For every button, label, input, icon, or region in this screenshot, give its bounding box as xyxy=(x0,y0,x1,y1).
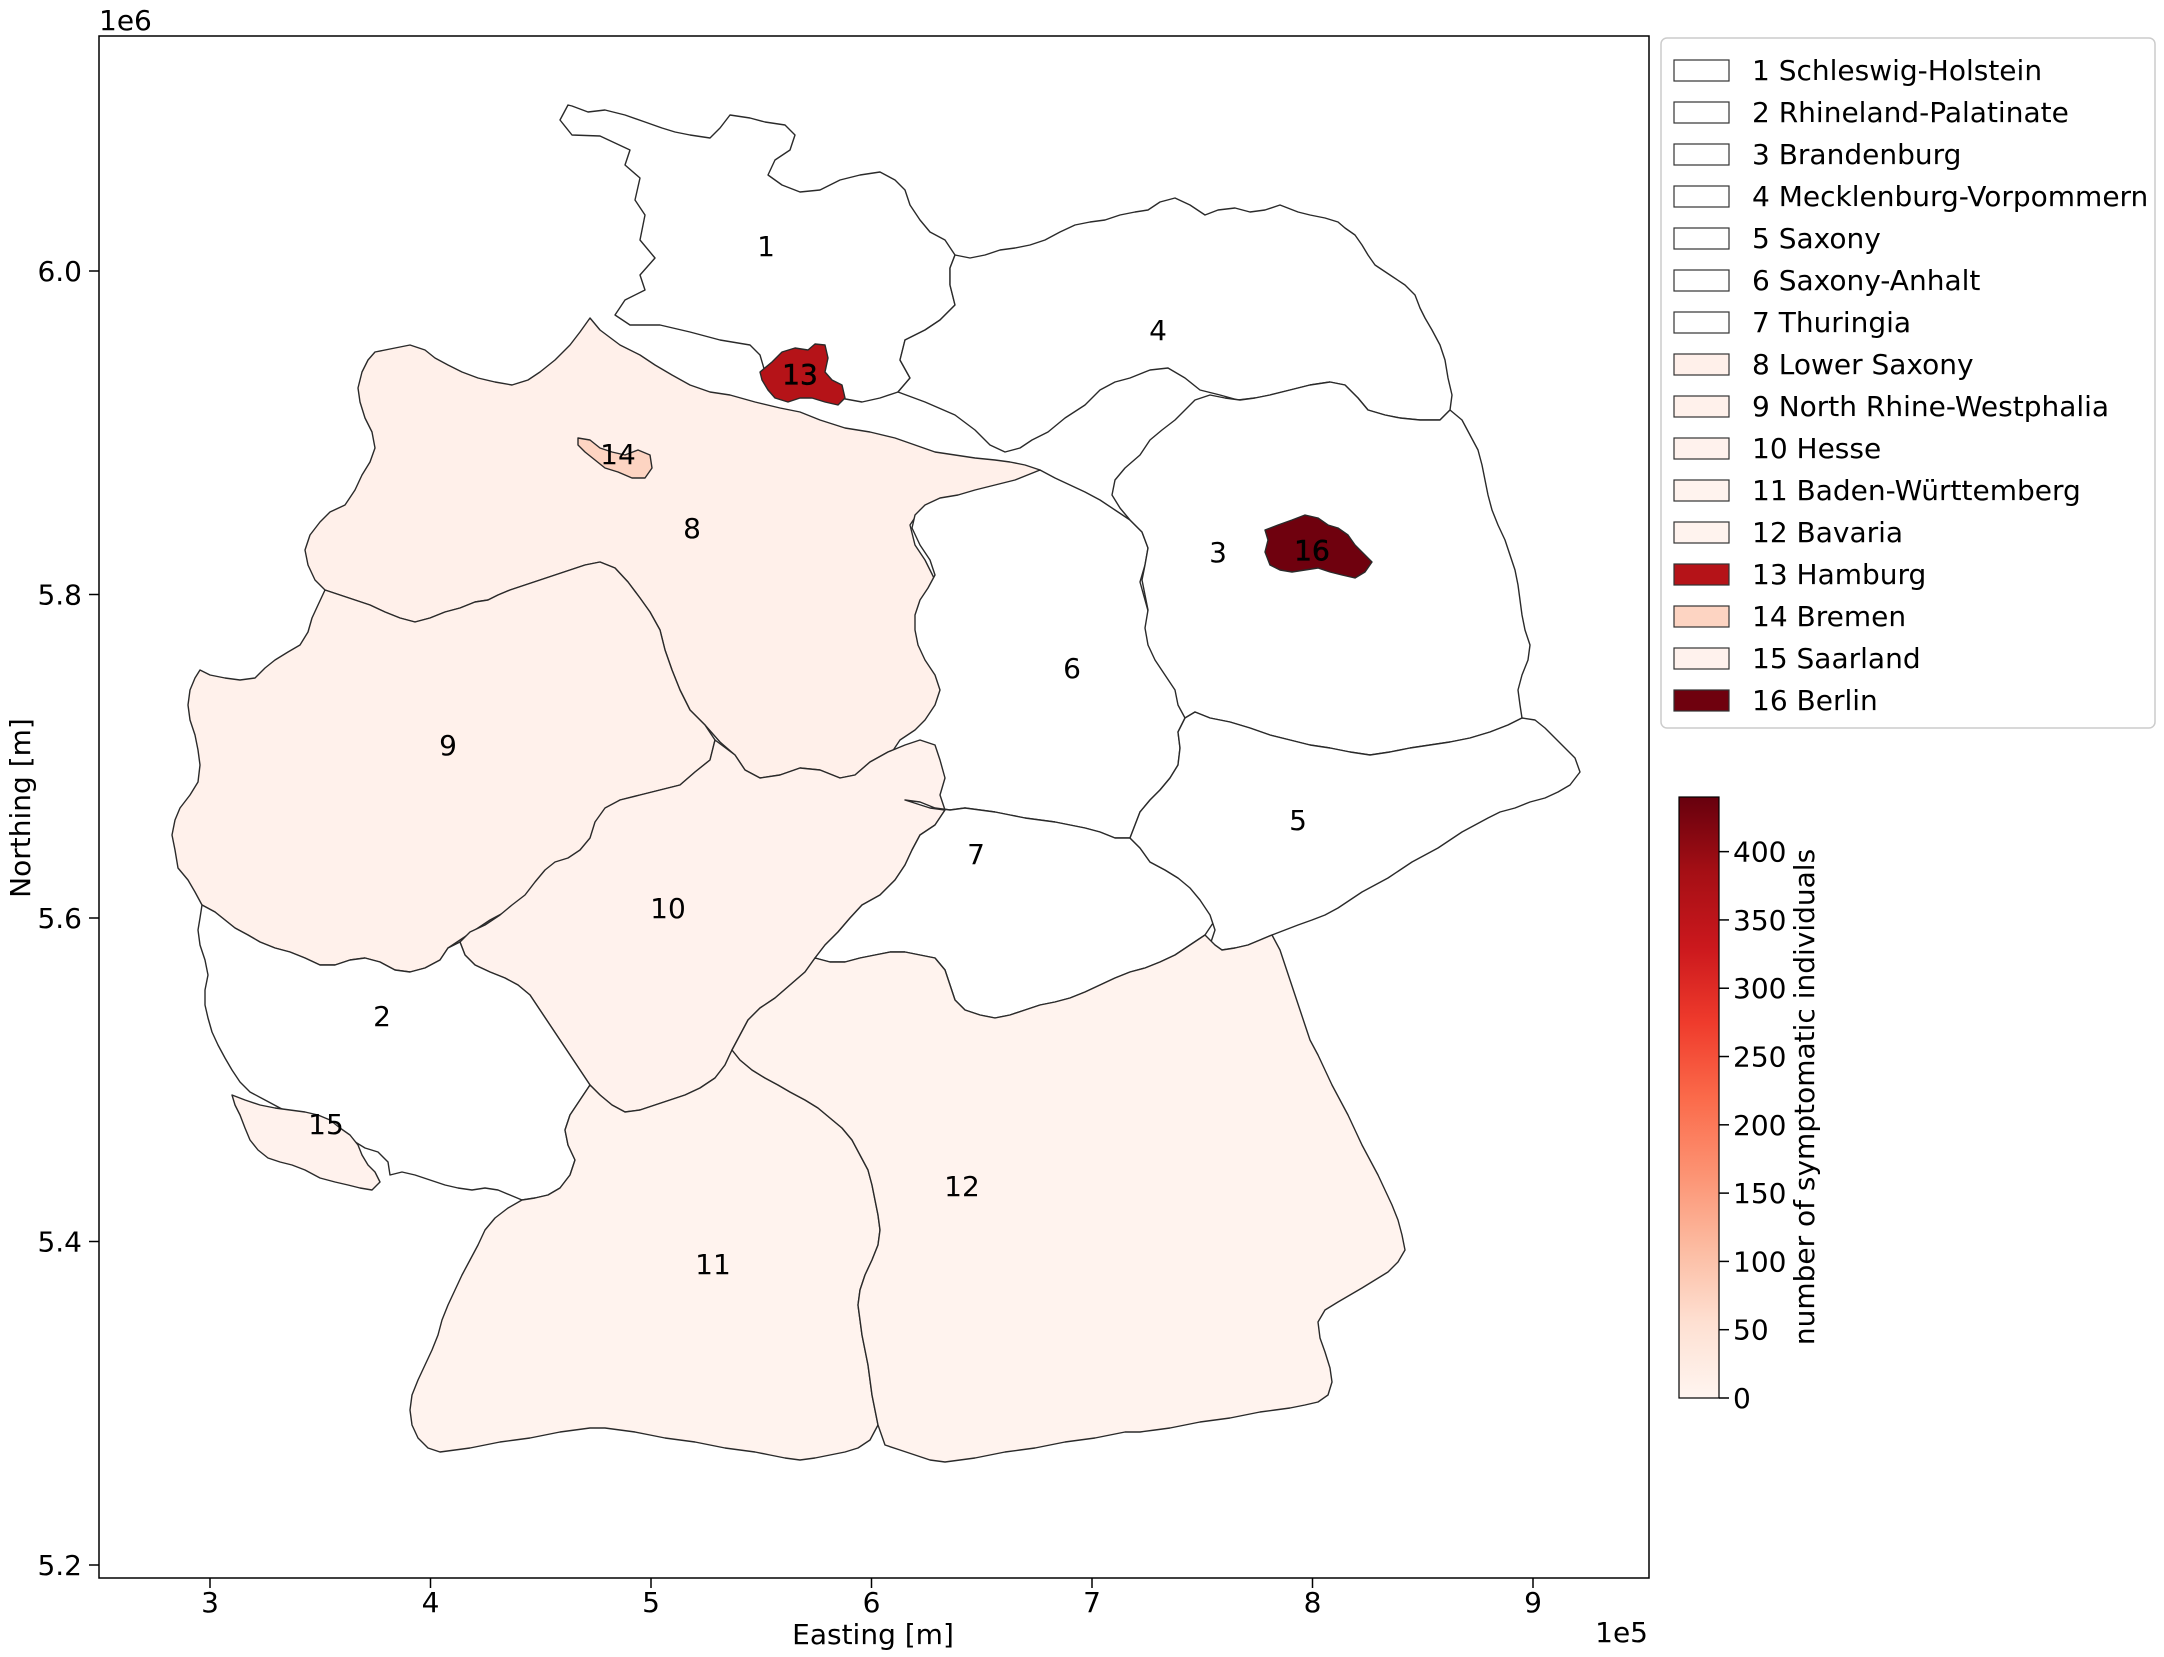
y-tick-label: 5.8 xyxy=(37,579,82,612)
legend-entry-label: 12 Bavaria xyxy=(1752,516,1903,549)
legend-entry-label: 6 Saxony-Anhalt xyxy=(1752,264,1980,297)
region-label-6: 6 xyxy=(1063,652,1081,685)
legend-entry-label: 8 Lower Saxony xyxy=(1752,348,1974,381)
colorbar-tick-label: 300 xyxy=(1733,972,1786,1005)
legend-entry-label: 11 Baden-Württemberg xyxy=(1752,474,2081,507)
colorbar-label: number of symptomatic individuals xyxy=(1788,849,1821,1345)
x-tick-label: 5 xyxy=(642,1586,660,1619)
region-label-16: 16 xyxy=(1294,534,1330,567)
y-tick-label: 5.6 xyxy=(37,902,82,935)
y-axis: 5.2 5.4 5.6 5.8 6.0 xyxy=(37,255,99,1582)
y-tick-label: 5.4 xyxy=(37,1226,82,1259)
x-tick-label: 7 xyxy=(1083,1586,1101,1619)
region-label-10: 10 xyxy=(650,892,686,925)
legend-entry-label: 9 North Rhine-Westphalia xyxy=(1752,390,2109,423)
legend-swatch xyxy=(1673,647,1730,670)
colorbar-tick-label: 0 xyxy=(1733,1382,1751,1415)
legend-frame xyxy=(1660,37,2156,729)
legend-entry-label: 5 Saxony xyxy=(1752,222,1881,255)
legend-swatch xyxy=(1673,521,1730,544)
legend-swatch xyxy=(1673,311,1730,334)
colorbar-tick-label: 50 xyxy=(1733,1314,1769,1347)
region-label-8: 8 xyxy=(683,512,701,545)
region-label-2: 2 xyxy=(373,1000,391,1033)
plot-frame xyxy=(98,35,1650,1579)
colorbar: 0 50 100 150 200 250 300 350 400 number of sympt… xyxy=(1678,796,1821,1415)
legend-swatch xyxy=(1673,437,1730,460)
x-tick-label: 6 xyxy=(863,1586,881,1619)
y-offset-text: 1e6 xyxy=(99,4,152,37)
region-label-3: 3 xyxy=(1209,536,1227,569)
legend-entry-label: 7 Thuringia xyxy=(1752,306,1911,339)
x-tick-label: 9 xyxy=(1524,1586,1542,1619)
colorbar-tick-label: 150 xyxy=(1733,1177,1786,1210)
colorbar-tick-label: 400 xyxy=(1733,836,1786,869)
colorbar-tick-label: 100 xyxy=(1733,1245,1786,1278)
y-tick-label: 5.2 xyxy=(37,1549,82,1582)
region-label-4: 4 xyxy=(1149,314,1167,347)
legend-entry-label: 13 Hamburg xyxy=(1752,558,1926,591)
x-axis-label: Easting [m] xyxy=(792,1618,954,1651)
region-label-12: 12 xyxy=(944,1170,980,1203)
y-axis-label: Northing [m] xyxy=(4,718,37,898)
legend-entry-label: 15 Saarland xyxy=(1752,642,1921,675)
region-4-mecklenburg-vorpommern[interactable] xyxy=(897,197,1453,453)
x-tick-label: 8 xyxy=(1304,1586,1322,1619)
legend-entry-label: 14 Bremen xyxy=(1752,600,1906,633)
legend-swatch xyxy=(1673,605,1730,628)
legend-entry-label: 10 Hesse xyxy=(1752,432,1881,465)
region-label-14: 14 xyxy=(600,438,636,471)
legend-entry-label: 4 Mecklenburg-Vorpommern xyxy=(1752,180,2148,213)
legend-swatch xyxy=(1673,563,1730,586)
region-label-15: 15 xyxy=(308,1108,344,1141)
colorbar-tick-label: 250 xyxy=(1733,1041,1786,1074)
legend-entry-label: 16 Berlin xyxy=(1752,684,1878,717)
y-tick-label: 6.0 xyxy=(37,255,82,288)
legend-swatch xyxy=(1673,59,1730,82)
region-label-7: 7 xyxy=(967,838,985,871)
colorbar-gradient xyxy=(1678,796,1720,1399)
colorbar-tick-label: 200 xyxy=(1733,1109,1786,1142)
region-label-9: 9 xyxy=(439,729,457,762)
x-tick-label: 3 xyxy=(201,1586,219,1619)
legend-entry-label: 2 Rhineland-Palatinate xyxy=(1752,96,2069,129)
legend-swatch xyxy=(1673,395,1730,418)
region-label-5: 5 xyxy=(1289,804,1307,837)
region-label-13: 13 xyxy=(782,358,818,391)
legend-swatch xyxy=(1673,227,1730,250)
legend-entry-label: 3 Brandenburg xyxy=(1752,138,1961,171)
region-13-hamburg[interactable] xyxy=(759,343,846,406)
legend-swatch xyxy=(1673,353,1730,376)
region-label-1: 1 xyxy=(757,230,775,263)
legend-swatch xyxy=(1673,101,1730,124)
region-label-11: 11 xyxy=(695,1248,731,1281)
legend-swatch xyxy=(1673,479,1730,502)
x-tick-label: 4 xyxy=(422,1586,440,1619)
region-14-bremen[interactable] xyxy=(577,437,653,479)
colorbar-tick-label: 350 xyxy=(1733,904,1786,937)
legend-swatch xyxy=(1673,269,1730,292)
legend-swatch xyxy=(1673,689,1730,712)
legend-swatch xyxy=(1673,185,1730,208)
legend: 1 Schleswig-Holstein 2 Rhineland-Palatina… xyxy=(1660,37,2156,729)
x-axis: 3 4 5 6 7 8 9 xyxy=(201,1578,1542,1619)
region-16-berlin[interactable] xyxy=(1264,514,1373,579)
region-12-bavaria[interactable] xyxy=(731,934,1406,1463)
legend-entry-label: 1 Schleswig-Holstein xyxy=(1752,54,2042,87)
legend-swatch xyxy=(1673,143,1730,166)
region-15-saarland[interactable] xyxy=(231,1094,381,1191)
x-offset-text: 1e5 xyxy=(1595,1616,1648,1649)
